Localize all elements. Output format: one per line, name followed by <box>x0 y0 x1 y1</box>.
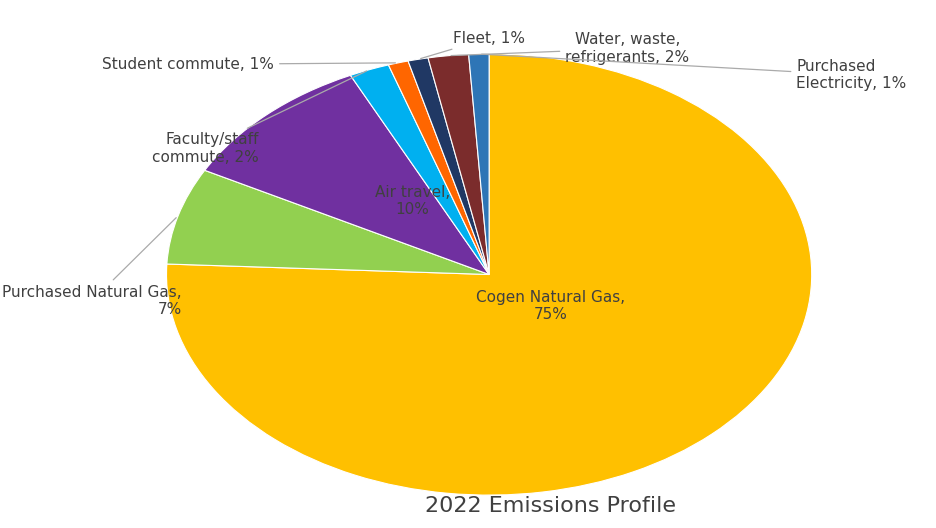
Text: Air travel,
10%: Air travel, 10% <box>374 185 450 217</box>
Text: Faculty/staff
commute, 2%: Faculty/staff commute, 2% <box>152 71 367 165</box>
Text: Purchased Natural Gas,
7%: Purchased Natural Gas, 7% <box>2 218 182 317</box>
Text: 2022 Emissions Profile: 2022 Emissions Profile <box>425 496 676 516</box>
Wedge shape <box>205 76 490 275</box>
Text: Cogen Natural Gas,
75%: Cogen Natural Gas, 75% <box>476 290 625 322</box>
Wedge shape <box>167 54 812 495</box>
Text: Purchased
Electricity, 1%: Purchased Electricity, 1% <box>482 54 907 91</box>
Wedge shape <box>469 54 490 275</box>
Text: Student commute, 1%: Student commute, 1% <box>102 57 395 72</box>
Wedge shape <box>167 171 490 275</box>
Wedge shape <box>408 58 490 275</box>
Wedge shape <box>388 61 490 275</box>
Text: Water, waste,
refrigerants, 2%: Water, waste, refrigerants, 2% <box>451 32 690 65</box>
Text: Fleet, 1%: Fleet, 1% <box>420 31 525 59</box>
Wedge shape <box>350 65 490 275</box>
Wedge shape <box>428 54 490 275</box>
